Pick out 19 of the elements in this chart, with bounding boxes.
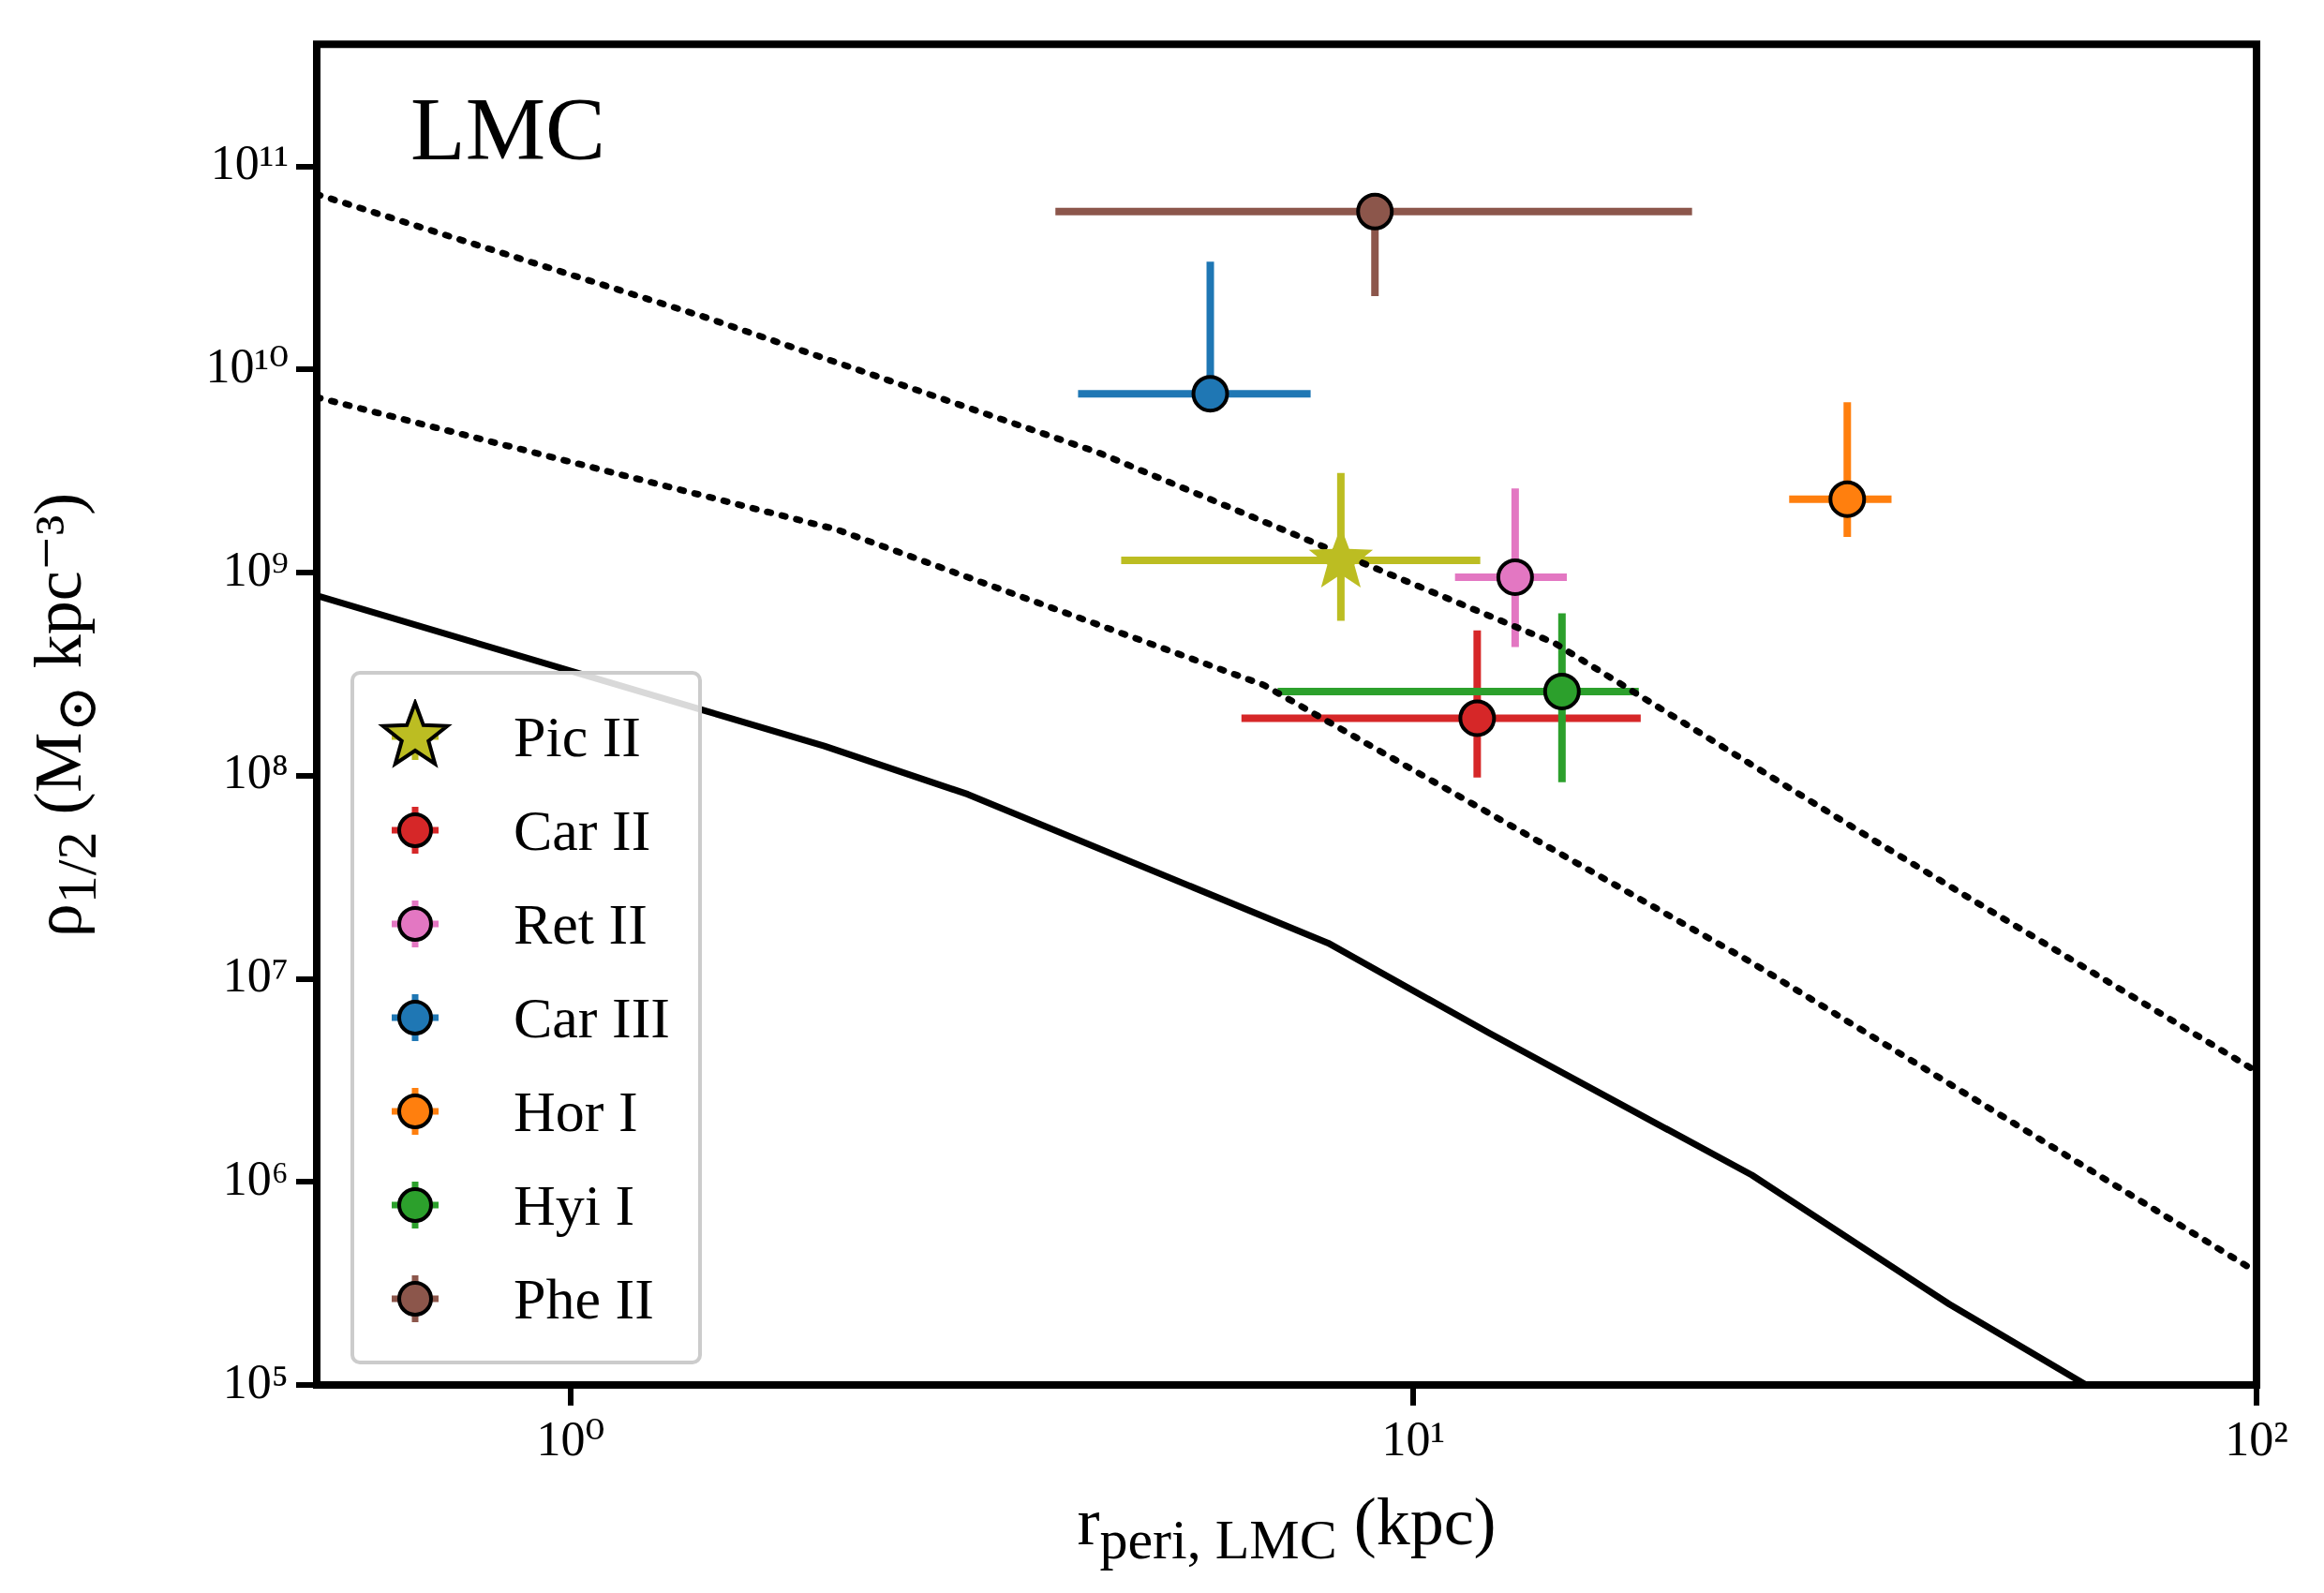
y-tick-label: 10⁵ bbox=[222, 1354, 289, 1408]
y-tick-label: 10¹¹ bbox=[210, 136, 289, 190]
x-tick-label: 10² bbox=[2225, 1411, 2288, 1466]
legend-label: Pic II bbox=[514, 703, 642, 770]
y-tick-label: 10⁸ bbox=[222, 745, 289, 799]
legend-label: Ret II bbox=[514, 890, 648, 958]
y-tick-label: 10⁷ bbox=[222, 948, 289, 1003]
legend-label: Phe II bbox=[514, 1265, 654, 1332]
legend-label: Car III bbox=[514, 984, 670, 1051]
y-tick-label: 10¹⁰ bbox=[205, 339, 289, 394]
x-axis-title: r$_{peri, LMC}$ (kpc) bbox=[1077, 1483, 1497, 1573]
x-tick-label: 10¹ bbox=[1381, 1411, 1446, 1466]
annotation: LMC bbox=[410, 79, 606, 180]
legend-label: Hyi I bbox=[514, 1171, 635, 1239]
y-tick-label: 10⁶ bbox=[222, 1151, 289, 1205]
legend-label: Hor I bbox=[514, 1078, 638, 1145]
x-tick-label: 10⁰ bbox=[536, 1411, 605, 1466]
y-tick-label: 10⁹ bbox=[222, 542, 289, 596]
legend-label: Car II bbox=[514, 796, 651, 864]
